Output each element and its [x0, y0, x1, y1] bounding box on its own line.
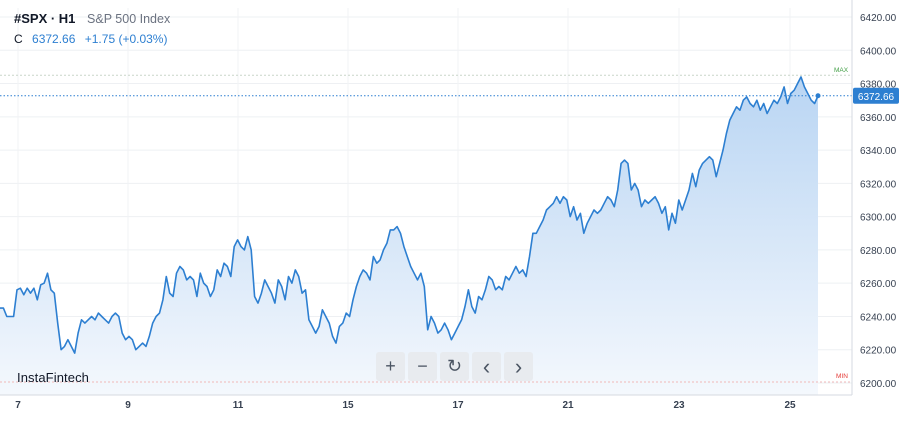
y-tick-label: 6360.00 [860, 113, 897, 124]
reference-lines: MAX MIN 6372.66 [0, 67, 899, 383]
x-tick-label: 25 [784, 400, 796, 411]
minus-icon: − [417, 356, 428, 376]
close-label: C [14, 32, 23, 46]
current-price-label: 6372.66 [858, 92, 895, 103]
y-tick-label: 6400.00 [860, 46, 897, 57]
chevron-left-icon: ‹ [482, 353, 491, 379]
zoom-out-button[interactable]: − [408, 352, 437, 381]
symbol-label: #SPX · H1 [14, 11, 76, 26]
y-tick-label: 6340.00 [860, 146, 897, 157]
x-tick-label: 17 [452, 400, 464, 411]
x-axis: 7 9 11 15 17 21 23 25 [15, 400, 796, 411]
max-label: MAX [834, 67, 849, 74]
change-value: +1.75 (+0.03%) [84, 32, 168, 46]
x-tick-label: 15 [342, 400, 354, 411]
y-axis: 6420.00 6400.00 6380.00 6360.00 6340.00 6320.… [0, 0, 897, 396]
reset-button[interactable]: ↻ [440, 352, 469, 381]
chevron-right-icon: › [514, 353, 523, 379]
y-tick-label: 6420.00 [860, 13, 897, 24]
min-label: MIN [836, 373, 848, 380]
zoom-in-button[interactable]: + [376, 352, 405, 381]
last-point-marker [815, 93, 821, 99]
quote-row: C 6372.66 +1.75 (+0.03%) [14, 32, 167, 46]
scroll-right-button[interactable]: › [504, 352, 533, 381]
y-tick-label: 6380.00 [860, 80, 897, 91]
y-tick-label: 6280.00 [860, 246, 897, 257]
x-tick-label: 9 [125, 400, 131, 411]
close-value: 6372.66 [32, 32, 76, 46]
y-tick-label: 6240.00 [860, 312, 897, 323]
x-tick-label: 7 [15, 400, 21, 411]
price-area [0, 76, 818, 396]
current-price-badge [853, 87, 899, 104]
brand-watermark: InstaFintech [17, 370, 90, 385]
y-tick-label: 6220.00 [860, 346, 897, 357]
y-tick-label: 6200.00 [860, 379, 897, 390]
reset-icon: ↻ [446, 356, 463, 376]
x-tick-label: 23 [673, 400, 685, 411]
scroll-left-button[interactable]: ‹ [472, 352, 501, 381]
chart-toolbar: + − ↻ ‹ › [376, 352, 533, 381]
x-tick-label: 21 [562, 400, 574, 411]
y-tick-label: 6260.00 [860, 279, 897, 290]
x-tick-label: 11 [233, 400, 244, 411]
y-tick-label: 6320.00 [860, 179, 897, 190]
instrument-description: S&P 500 Index [87, 12, 171, 26]
y-tick-label: 6300.00 [860, 213, 897, 224]
plus-icon: + [385, 356, 396, 376]
chart-header: #SPX · H1 S&P 500 Index [14, 11, 170, 26]
price-line [0, 76, 819, 354]
series-points [0, 76, 821, 354]
